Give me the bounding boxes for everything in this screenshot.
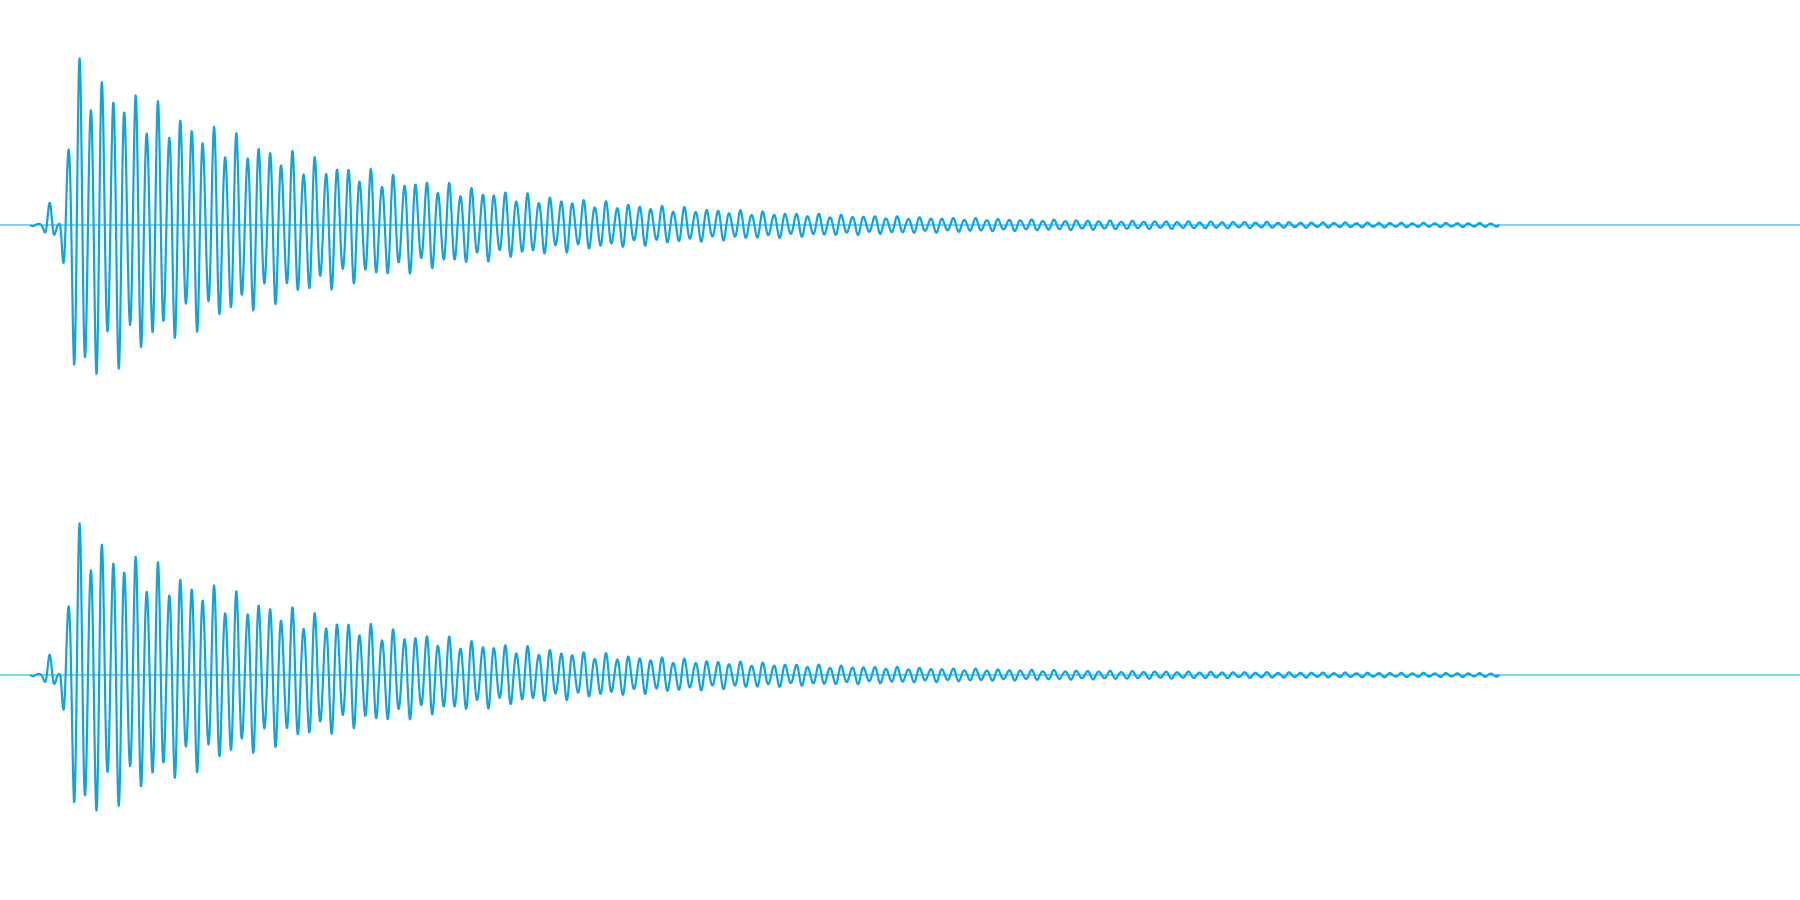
waveform [29, 522, 1501, 812]
waveform [29, 57, 1501, 375]
